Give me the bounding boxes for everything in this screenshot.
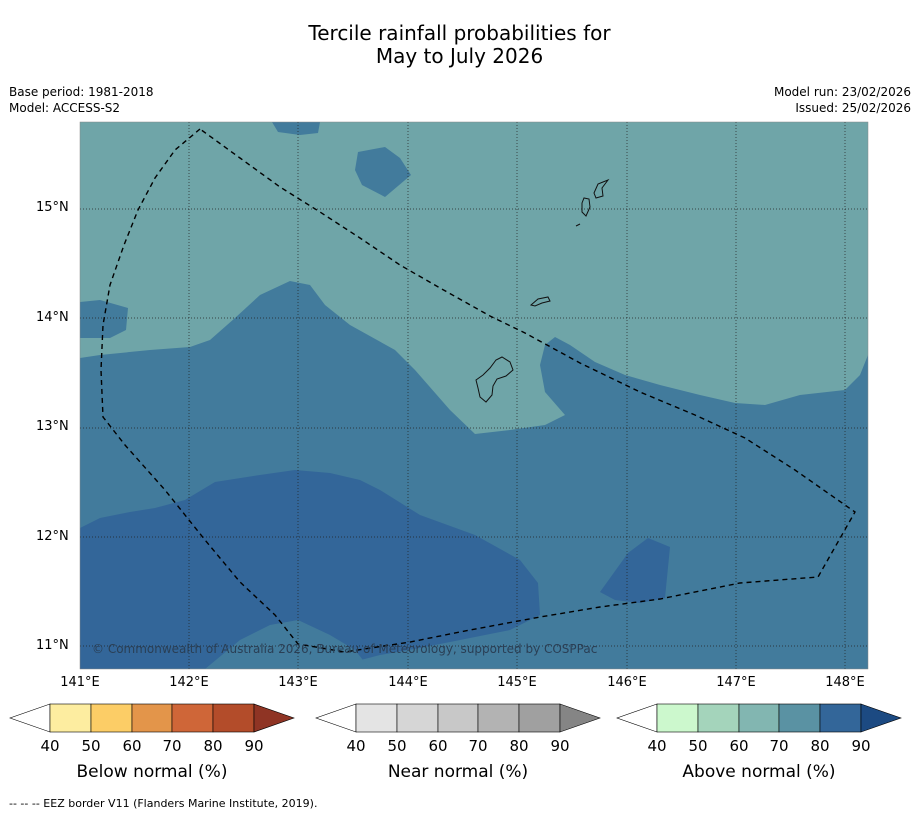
patch-70-80-b (355, 147, 411, 197)
cb-tick: 40 (346, 737, 366, 755)
model-name: Model: ACCESS-S2 (9, 101, 121, 115)
map-frame (79, 121, 869, 670)
copyright-notice: © Commonwealth of Australia 2026, Bureau… (92, 642, 598, 656)
patch-80-90-east (600, 538, 670, 603)
cb-tick: 50 (81, 737, 101, 755)
cb-below-arrow-low (9, 703, 51, 733)
lat-label: 11°N (36, 638, 69, 653)
graticule (80, 122, 868, 669)
cb-tick: 60 (428, 737, 448, 755)
cb-above-50 (656, 703, 699, 733)
cb-tick: 40 (647, 737, 667, 755)
lon-label: 146°E (607, 675, 647, 690)
cb-below-90 (212, 703, 255, 733)
cb-below-arrow-high (253, 703, 295, 733)
patch-70-80-a (272, 122, 320, 135)
cb-near-arrow-high (559, 703, 601, 733)
colorbar-near-normal (315, 703, 601, 733)
eez-border (100, 128, 856, 653)
cb-tick: 70 (468, 737, 488, 755)
cb-near-arrow-low (315, 703, 357, 733)
cb-above-arrow-high (860, 703, 902, 733)
cb-tick: 90 (244, 737, 264, 755)
lon-label: 143°E (278, 675, 318, 690)
model-run: Model run: 23/02/2026 (773, 85, 911, 99)
cb-near-90 (518, 703, 561, 733)
issued-date: Issued: 25/02/2026 (795, 101, 911, 115)
cb-below-80 (171, 703, 214, 733)
patch-70-80-d (205, 620, 370, 669)
cb-tick: 80 (509, 737, 529, 755)
title-line-2: May to July 2026 (375, 44, 544, 68)
islands (475, 178, 610, 403)
cb-tick: 50 (688, 737, 708, 755)
cb-tick: 50 (387, 737, 407, 755)
cb-tick: 60 (729, 737, 749, 755)
map-title: Tercile rainfall probabilities for May t… (0, 22, 919, 68)
cb-above-80 (778, 703, 821, 733)
island-saipan (593, 178, 610, 199)
cb-below-50 (49, 703, 92, 733)
colorbar-below-normal (9, 703, 295, 733)
cb-above-arrow-low (616, 703, 658, 733)
island-guam (475, 356, 514, 403)
lon-label: 147°E (716, 675, 756, 690)
cb-title-below: Below normal (%) (76, 762, 228, 782)
lon-label: 145°E (497, 675, 537, 690)
cb-below-70 (131, 703, 173, 733)
meta-right: Model run: 23/02/2026 Issued: 25/02/2026 (774, 84, 911, 116)
cb-tick: 90 (550, 737, 570, 755)
region-60-70-north (80, 122, 868, 434)
cb-title-above: Above normal (%) (682, 762, 836, 782)
eez-legend-footer: -- -- -- EEZ border V11 (Flanders Marine… (9, 797, 318, 810)
cb-near-70 (437, 703, 479, 733)
lon-label: 144°E (388, 675, 428, 690)
cb-tick: 60 (122, 737, 142, 755)
lon-label: 148°E (825, 675, 865, 690)
lon-label: 142°E (169, 675, 209, 690)
lat-label: 14°N (36, 310, 69, 325)
island-aguijan (575, 223, 581, 227)
cb-tick: 80 (203, 737, 223, 755)
island-rota (529, 296, 551, 307)
cb-above-90 (819, 703, 862, 733)
cb-tick: 70 (769, 737, 789, 755)
cb-title-near: Near normal (%) (387, 762, 529, 782)
island-tinian (581, 197, 591, 217)
base-period: Base period: 1981-2018 (9, 85, 154, 99)
cb-below-60 (90, 703, 133, 733)
lon-label: 141°E (60, 675, 100, 690)
cb-above-60 (697, 703, 740, 733)
cb-tick: 70 (162, 737, 182, 755)
map-area (80, 122, 868, 669)
cb-above-70 (738, 703, 780, 733)
cb-tick: 90 (851, 737, 871, 755)
meta-left: Base period: 1981-2018 Model: ACCESS-S2 (9, 84, 154, 116)
cb-tick: 40 (40, 737, 60, 755)
colorbar-above-normal (616, 703, 902, 733)
region-80-90-south (80, 470, 540, 669)
cb-near-50 (355, 703, 398, 733)
cb-near-60 (396, 703, 439, 733)
cb-tick: 80 (810, 737, 830, 755)
cb-near-80 (477, 703, 520, 733)
lat-label: 12°N (36, 529, 69, 544)
lat-label: 15°N (36, 200, 69, 215)
title-line-1: Tercile rainfall probabilities for (308, 21, 611, 45)
lat-label: 13°N (36, 419, 69, 434)
